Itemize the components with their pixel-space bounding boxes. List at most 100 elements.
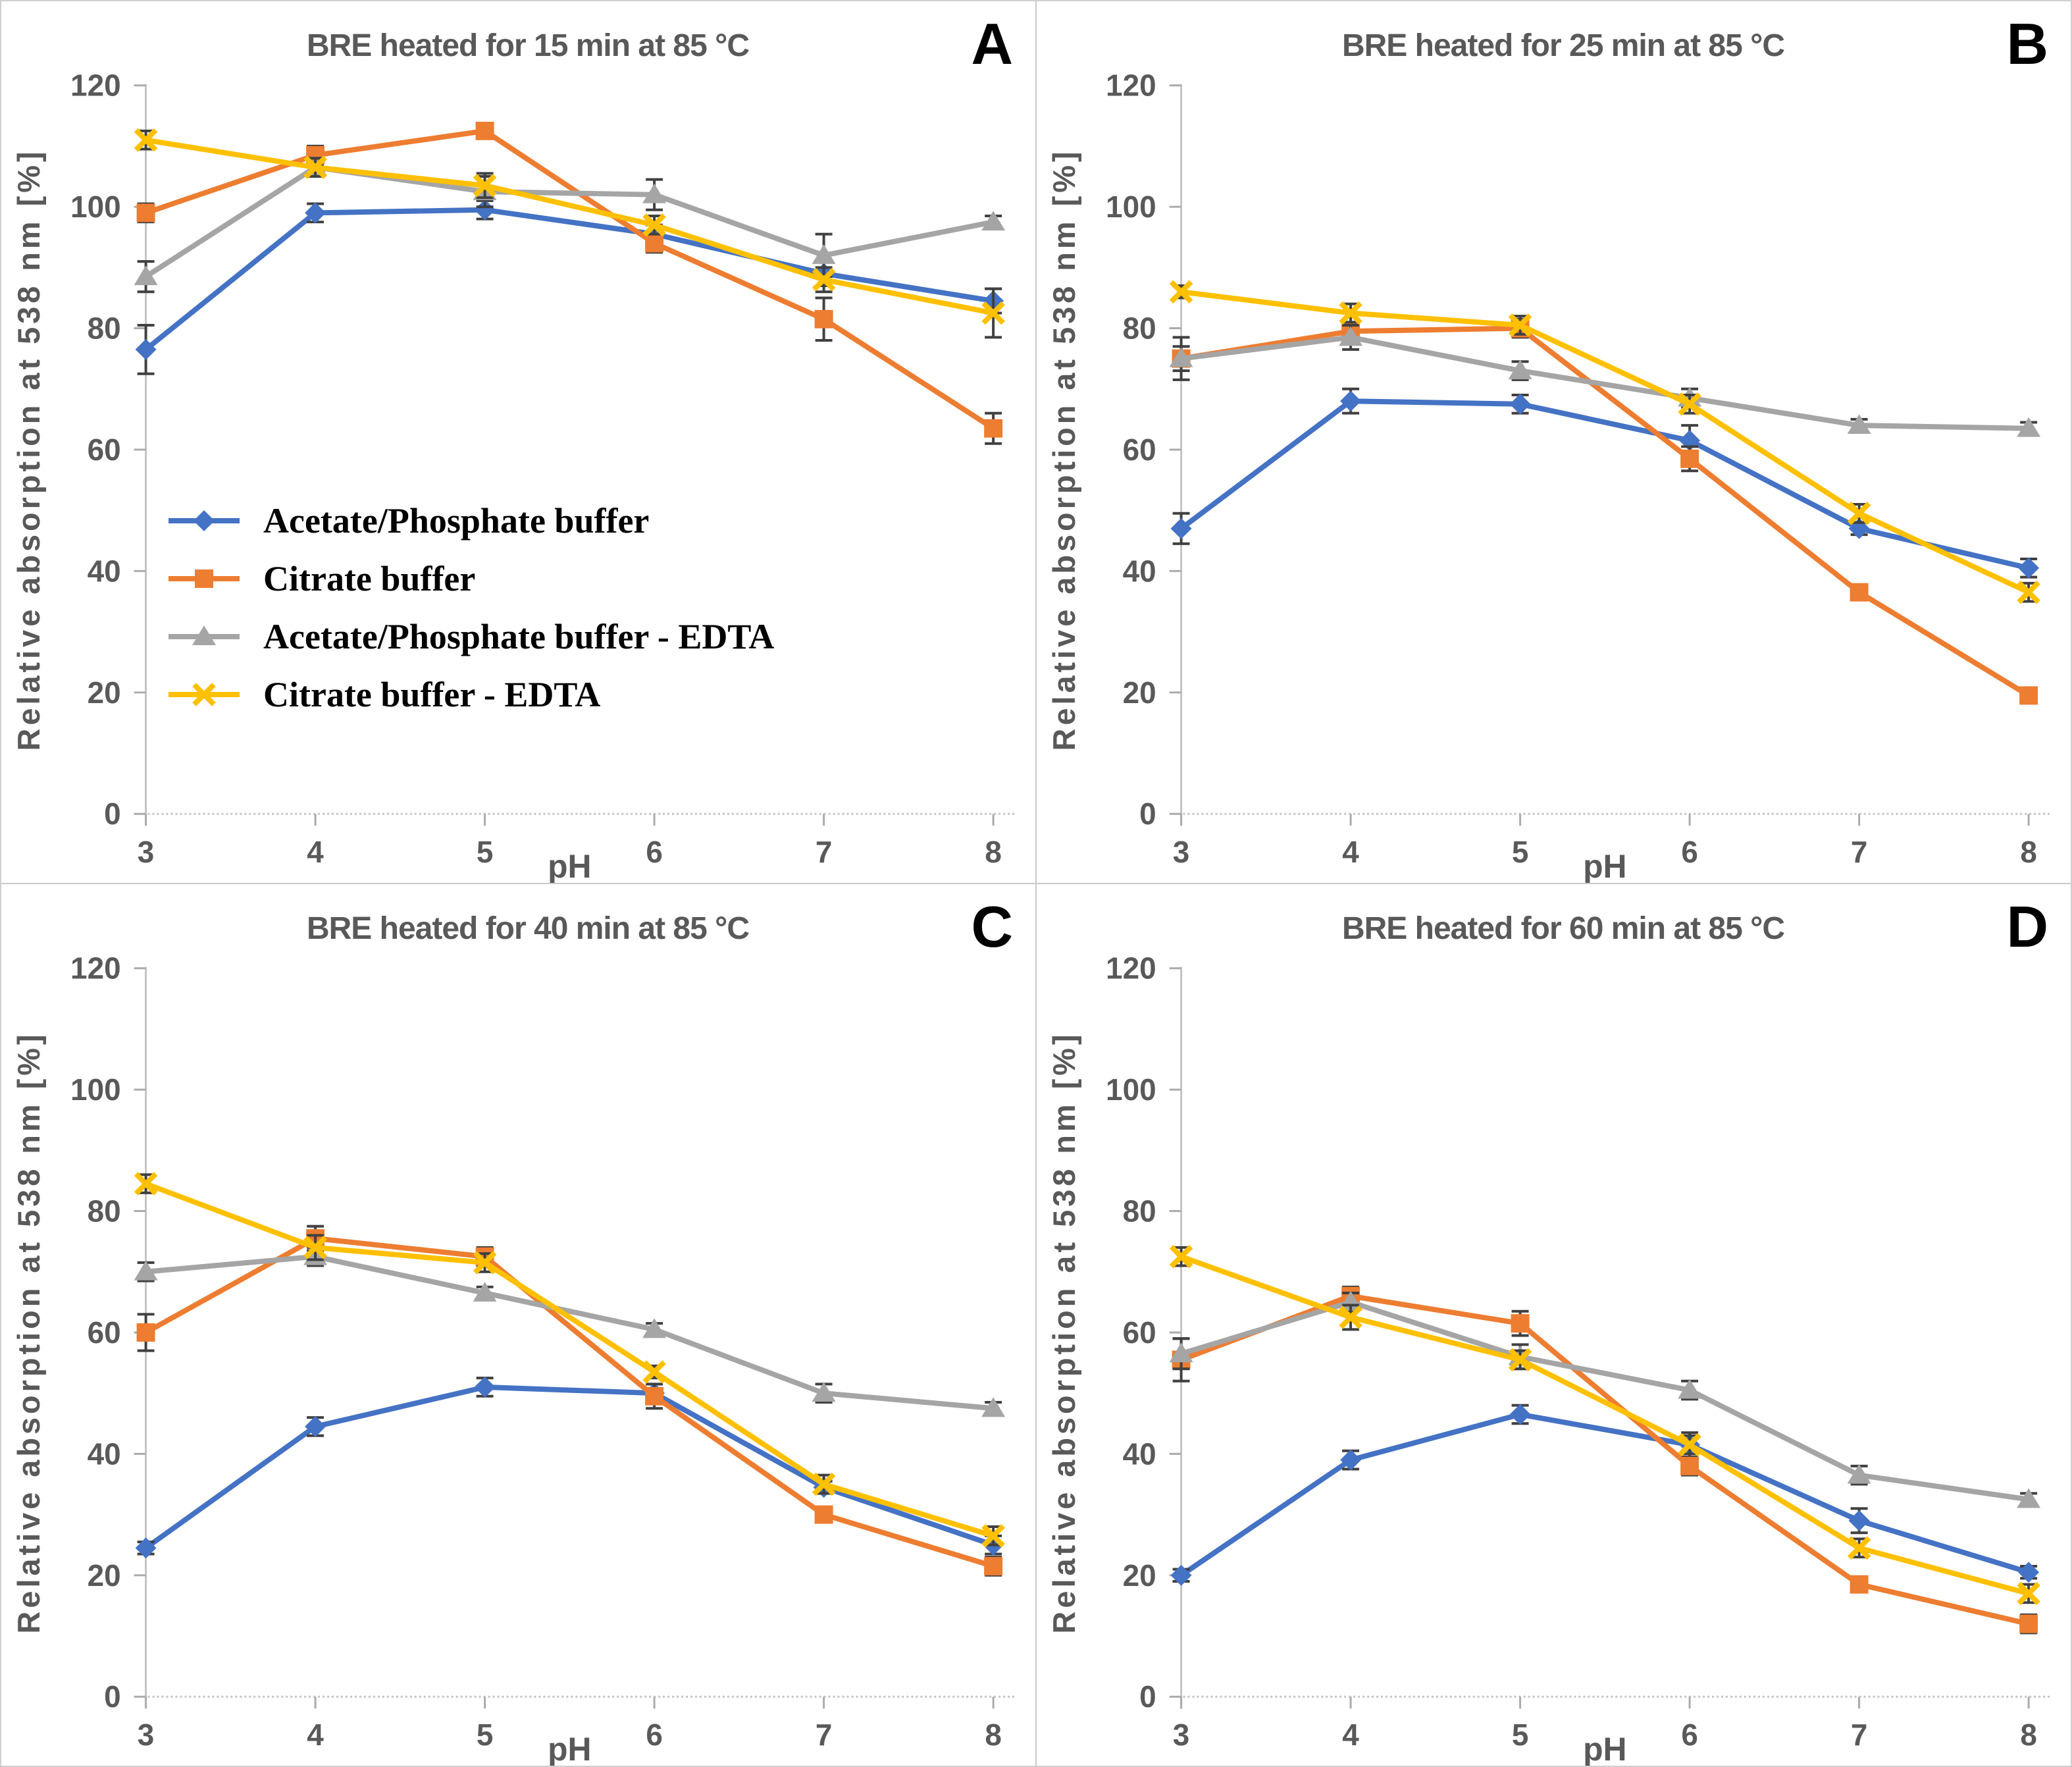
legend-label: Citrate buffer	[263, 558, 476, 598]
panel-c-plot: 0 20 40 60 80 100 120 3 4 5 6 7 8 pH Relative absorpti…	[12, 951, 1016, 1766]
svg-text:7: 7	[816, 1718, 833, 1752]
x-icon	[192, 682, 216, 706]
axes: 0 20 40 60 80 100 120 3 4 5 6 7 8 pH Relative absorpti…	[12, 68, 1016, 883]
x-markers	[134, 1172, 1005, 1548]
svg-text:120: 120	[70, 68, 121, 103]
axes: 0 20 40 60 80 100 120 3 4 5 6 7 8 pH Relative absorpti…	[1047, 68, 2052, 883]
panel-d-plot: 0 20 40 60 80 100 120 3 4 5 6 7 8 pH Relative absorpti…	[1047, 951, 2052, 1766]
svg-text:6: 6	[1681, 835, 1698, 869]
svg-text:120: 120	[1106, 68, 1156, 103]
legend-label: Acetate/Phosphate buffer - EDTA	[263, 616, 775, 656]
panel-c: 0 20 40 60 80 100 120 3 4 5 6 7 8 pH Relative absorpti…	[1, 884, 1035, 1766]
svg-text:3: 3	[1173, 1718, 1190, 1752]
panel-a-plot: 0 20 40 60 80 100 120 3 4 5 6 7 8 pH Relative absorpti…	[12, 68, 1016, 883]
svg-text:40: 40	[88, 1437, 121, 1471]
svg-text:7: 7	[1851, 835, 1868, 869]
panel-c-letter: C	[971, 894, 1013, 959]
series-citrate-buffer	[1172, 1285, 2038, 1635]
svg-text:120: 120	[1106, 951, 1156, 986]
series-citrate-buffer-edta	[134, 128, 1005, 339]
panel-b-title: BRE heated for 25 min at 85 °C	[1341, 28, 1785, 63]
svg-text:0: 0	[104, 1679, 121, 1714]
svg-text:100: 100	[70, 1072, 121, 1107]
error-bars	[1172, 387, 2038, 579]
svg-text:5: 5	[477, 1718, 494, 1752]
svg-text:pH: pH	[548, 848, 591, 883]
svg-text:5: 5	[1512, 1718, 1529, 1752]
svg-text:100: 100	[70, 190, 121, 224]
svg-text:80: 80	[1123, 1194, 1156, 1228]
svg-text:5: 5	[477, 835, 494, 869]
svg-text:pH: pH	[548, 1731, 591, 1766]
svg-text:80: 80	[88, 311, 121, 346]
svg-text:40: 40	[88, 554, 121, 588]
series-citrate-buffer	[1172, 317, 2038, 705]
series-acetate-phosphate-buffer	[135, 199, 1004, 375]
panel-c-title: BRE heated for 40 min at 85 °C	[306, 911, 750, 946]
series-citrate-buffer	[136, 1225, 1003, 1577]
svg-text:20: 20	[1123, 1558, 1156, 1593]
svg-text:80: 80	[1123, 311, 1156, 346]
svg-text:6: 6	[1681, 1718, 1698, 1752]
legend-item-citrate-buffer-edta: Citrate buffer - EDTA	[167, 675, 774, 713]
series-acetate-phosphate-buffer-edta	[134, 156, 1006, 294]
svg-text:7: 7	[816, 835, 833, 869]
svg-text:8: 8	[985, 1718, 1002, 1752]
legend-item-acetate-phosphate-buffer: Acetate/Phosphate buffer	[167, 502, 774, 539]
svg-text:60: 60	[1123, 1315, 1156, 1350]
svg-text:80: 80	[88, 1194, 121, 1228]
x-markers	[1169, 280, 2040, 604]
error-bars	[1172, 1285, 2038, 1635]
svg-text:7: 7	[1851, 1718, 1868, 1752]
svg-text:8: 8	[2020, 835, 2037, 869]
svg-text:6: 6	[646, 835, 663, 869]
panel-b-plot: 0 20 40 60 80 100 120 3 4 5 6 7 8 pH Relative absorpti…	[1047, 68, 2052, 883]
diamond-series-legend-icon	[167, 506, 241, 535]
svg-text:3: 3	[1173, 835, 1190, 869]
error-bars	[137, 157, 1002, 294]
svg-text:4: 4	[307, 1718, 324, 1752]
series-citrate-buffer-edta	[134, 1172, 1005, 1548]
svg-text:0: 0	[1139, 1679, 1156, 1714]
svg-text:Relative absorption at 538 nm: Relative absorption at 538 nm [%]	[12, 149, 46, 751]
series-acetate-phosphate-buffer	[1170, 1404, 2040, 1586]
panel-d-letter: D	[2006, 894, 2048, 959]
diamond-markers	[1170, 390, 2040, 579]
square-markers	[136, 1229, 1003, 1575]
panel-b-letter: B	[2006, 11, 2048, 76]
svg-text:20: 20	[88, 675, 121, 710]
svg-text:4: 4	[307, 835, 324, 869]
panel-d: 0 20 40 60 80 100 120 3 4 5 6 7 8 pH Relative absorpti…	[1037, 884, 2071, 1766]
svg-text:100: 100	[1106, 190, 1156, 224]
series-citrate-buffer-edta	[1169, 1244, 2040, 1606]
panel-a-letter: A	[971, 11, 1013, 76]
svg-text:Relative absorption at 538 nm: Relative absorption at 538 nm [%]	[1047, 149, 1081, 751]
svg-text:60: 60	[1123, 433, 1156, 467]
svg-text:100: 100	[1106, 1072, 1156, 1107]
error-bars	[137, 1225, 1002, 1577]
square-markers	[136, 121, 1003, 438]
svg-text:4: 4	[1342, 835, 1359, 869]
error-bars	[1172, 1292, 2038, 1507]
svg-text:8: 8	[2020, 1718, 2037, 1752]
svg-text:0: 0	[104, 797, 121, 831]
svg-text:20: 20	[88, 1558, 121, 1593]
legend: Acetate/Phosphate buffer Citrate buffer …	[167, 502, 774, 713]
legend-item-acetate-phosphate-buffer-edta: Acetate/Phosphate buffer - EDTA	[167, 618, 774, 655]
svg-text:Relative absorption at 538 nm: Relative absorption at 538 nm [%]	[12, 1032, 46, 1634]
svg-text:120: 120	[70, 951, 121, 986]
svg-text:pH: pH	[1583, 848, 1626, 883]
square-series-legend-icon	[167, 564, 241, 593]
svg-text:60: 60	[88, 433, 121, 467]
svg-text:4: 4	[1342, 1718, 1359, 1752]
square-markers	[1172, 319, 2038, 705]
diamond-icon	[194, 510, 215, 531]
axes: 0 20 40 60 80 100 120 3 4 5 6 7 8 pH Relative absorpti…	[1047, 951, 2052, 1766]
x-series-legend-icon	[167, 680, 241, 709]
svg-text:6: 6	[646, 1718, 663, 1752]
panel-a: 0 20 40 60 80 100 120 3 4 5 6 7 8 pH Relative absorpti…	[1, 1, 1035, 883]
svg-text:40: 40	[1123, 1437, 1156, 1471]
error-bars	[1172, 317, 2038, 703]
svg-text:Relative absorption at 538 nm: Relative absorption at 538 nm [%]	[1047, 1032, 1081, 1634]
